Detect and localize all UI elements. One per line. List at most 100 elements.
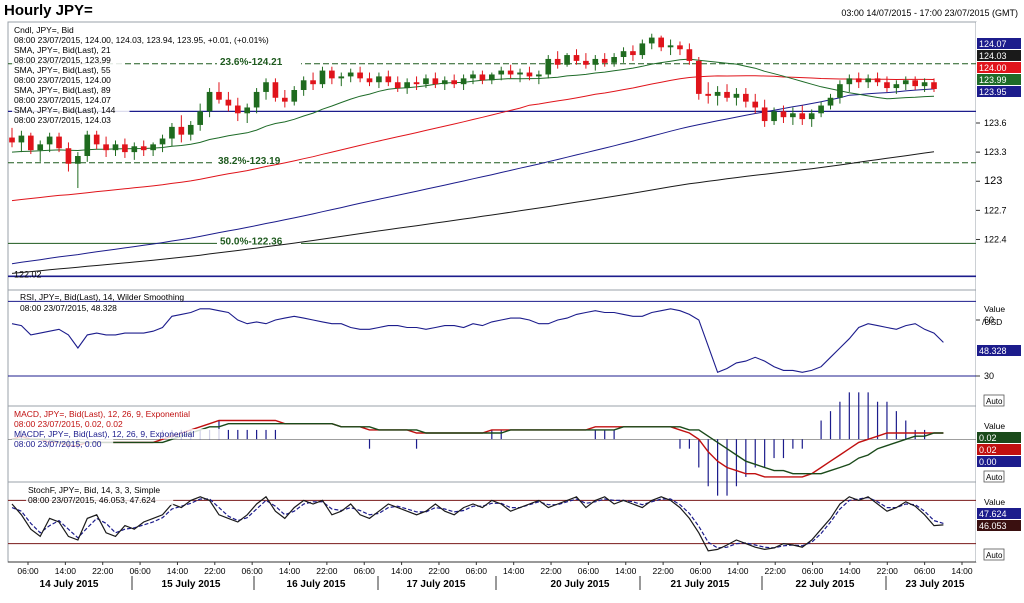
candle-body [150,144,156,151]
price-badge [977,86,1021,97]
candle-body [56,136,62,149]
fib-label: 38.2%-123.19 [218,156,281,167]
macd-badge [977,432,1021,443]
bottom-line-label: 122.02 [14,269,42,279]
rsi-group: RSI, JPY=, Bid(Last), 14, Wilder Smoothi… [8,292,1021,381]
candle-body [394,82,401,89]
macd-legend: 08:00 23/07/2015, 0.00 [14,439,102,449]
candle-body [357,72,363,79]
candle-body [376,76,382,83]
candle-body [658,37,664,48]
fib-label: 50.0%-122.36 [220,236,283,247]
legend-bg [12,65,125,75]
candle-body [686,49,693,61]
candle-body [460,78,467,85]
candle-body [46,136,53,145]
macd-badge-label: 0.02 [979,445,997,455]
candle-body [488,74,495,81]
candle-body [282,97,288,102]
candle-body [225,99,232,106]
legend-bg [12,45,125,55]
candle-body [498,70,505,75]
candle-body [140,146,147,151]
candle-body [724,91,730,98]
macd-signal-line [12,423,944,475]
axis-tick-label: 123.3 [984,147,1007,157]
x-day-label: 15 July 2015 [162,579,221,590]
x-tick-label: 06:00 [578,566,600,576]
legend-line: 08:00 23/07/2015, 124.00, 124.03, 123.94… [14,35,269,45]
candle-body [234,105,241,114]
x-tick-label: 14:00 [615,566,637,576]
rsi-value-label: Value [984,304,1005,314]
price-badge-label: 124.07 [979,39,1007,49]
x-tick-label: 14:00 [839,566,861,576]
sma-144-line [11,151,935,274]
candle-body [902,80,909,85]
stoch-legend: StochF, JPY=, Bid, 14, 3, 3, Simple [28,485,160,495]
price-badge-label: 124.03 [979,51,1007,61]
legend-line: SMA, JPY=, Bid(Last), 144 [14,105,116,115]
macd-group: MACD, JPY=, Bid(Last), 12, 26, 9, Expone… [8,392,1021,496]
macd-badge-label: 0.02 [979,433,997,443]
macd-legend-bg [12,439,114,449]
x-tick-label: 14:00 [167,566,189,576]
price-badge [977,50,1021,61]
svg-text:Auto: Auto [986,397,1003,406]
macd-auto-button[interactable]: Auto [983,470,1005,483]
candle-body [912,80,919,87]
candle-body [808,113,815,120]
x-tick-label: 22:00 [877,566,899,576]
candle-body [479,74,486,81]
rsi-badge [977,345,1021,356]
legend-bg [12,115,125,125]
candle-body [667,45,674,48]
price-badge-label: 123.95 [979,87,1007,97]
candle-body [216,91,222,100]
macd-legend-bg [12,409,219,419]
candle-body [65,148,72,164]
candle-body [9,137,15,143]
candle-body [780,111,787,118]
x-day-label: 16 July 2015 [287,579,346,590]
x-tick-label: 06:00 [129,566,151,576]
candle-body [27,135,34,151]
rsi-badge-label: 48.328 [979,346,1007,356]
stoch-value-label: Value [984,497,1005,507]
candle-body [18,135,25,143]
x-tick-label: 14:00 [55,566,77,576]
rsi-tick-label: 60 [984,315,994,325]
stoch-auto-button[interactable]: Auto [983,548,1005,561]
header-bar: Hourly JPY= 03:00 14/07/2015 - 17:00 23/… [0,0,1024,22]
legend-bg [12,25,83,35]
x-tick-label: 06:00 [354,566,376,576]
rsi-auto-button[interactable]: Auto [983,394,1005,407]
candle-body [244,107,251,114]
candle-body [705,93,712,96]
x-day-label: 23 July 2015 [906,579,965,590]
macd-legend-bg [12,429,224,439]
sma-55-line [11,75,935,202]
x-tick-label: 06:00 [802,566,824,576]
candle-body [865,78,871,83]
candle-body [611,57,617,63]
candle-body [432,78,439,85]
macd-badge-label: 0.00 [979,457,997,467]
candle-body [526,72,533,77]
axis-tick-label: 123 [984,175,1002,187]
stoch-badge [977,508,1021,519]
x-tick-label: 22:00 [428,566,450,576]
rsi-tick-label: 30 [984,371,994,381]
stoch-legend: 08:00 23/07/2015, 46.053, 47.624 [28,495,156,505]
legend-bg [12,35,318,45]
candle-body [413,82,420,85]
candle-body [884,82,890,89]
candle-body [385,76,392,83]
candle-body [169,126,175,139]
x-tick-label: 22:00 [652,566,674,576]
macd-legend: MACD, JPY=, Bid(Last), 12, 26, 9, Expone… [14,409,190,419]
candle-body [620,51,627,57]
price-badge-label: 124.00 [979,63,1007,73]
